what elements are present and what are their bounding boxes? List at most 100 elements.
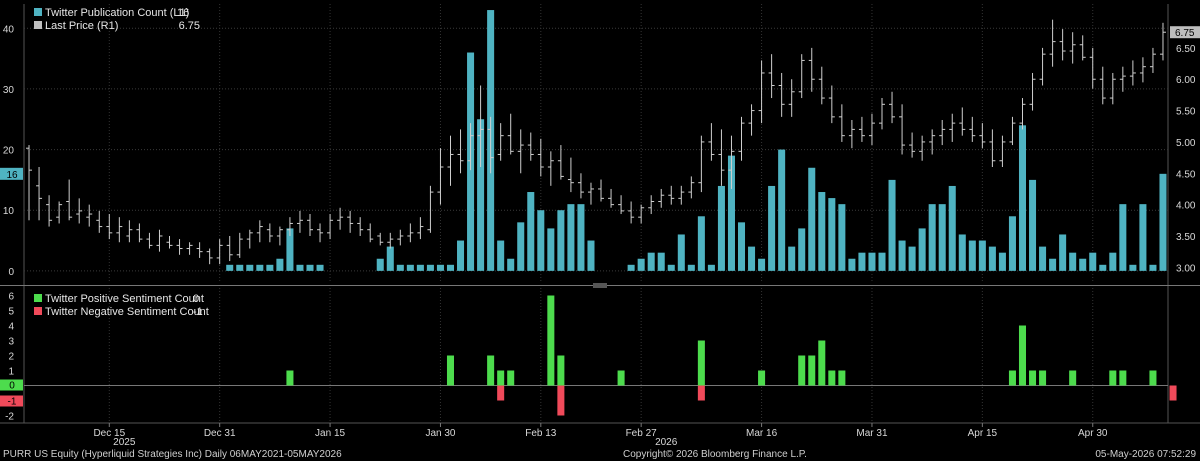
legend-label-price: Last Price (R1) xyxy=(45,20,118,32)
publication-bar xyxy=(457,240,465,271)
footer-copyright: Copyright© 2026 Bloomberg Finance L.P. xyxy=(623,449,807,460)
sentiment-tick-label: 5 xyxy=(8,307,14,318)
positive-sentiment-bar xyxy=(1149,370,1157,386)
right-tick-label: 3.50 xyxy=(1176,232,1196,243)
publication-bar xyxy=(1059,234,1067,271)
positive-sentiment-bar xyxy=(818,340,826,386)
sentiment-tick-label: 1 xyxy=(8,367,14,378)
left-value-tag-text: 16 xyxy=(6,170,18,181)
publication-bar xyxy=(406,264,414,271)
publication-bar xyxy=(687,264,695,271)
publication-bar xyxy=(1129,264,1137,271)
publication-bar xyxy=(567,204,575,271)
publication-bars xyxy=(226,10,1167,271)
publication-bar xyxy=(758,258,766,271)
publication-bar xyxy=(798,228,806,271)
panel-resize-handle xyxy=(593,283,607,288)
left-tick-label: 10 xyxy=(3,206,15,217)
x-year-label: 2026 xyxy=(655,437,678,448)
legend-label-positive: Twitter Positive Sentiment Count xyxy=(45,293,204,305)
publication-bar xyxy=(828,198,836,271)
publication-bar xyxy=(256,264,264,271)
legend-swatch-price xyxy=(34,21,42,29)
legend-item-price[interactable]: Last Price (R1) 6.75 xyxy=(34,20,200,32)
publication-bar xyxy=(1069,252,1077,271)
footer-timestamp: 05-May-2026 07:52:29 xyxy=(1095,449,1196,460)
negative-value-tag xyxy=(0,395,23,407)
x-tick-label: Mar 31 xyxy=(856,428,888,439)
negative-sentiment-bar xyxy=(1169,385,1177,401)
publication-bar xyxy=(426,264,434,271)
positive-sentiment-bar xyxy=(547,295,555,386)
sentiment-tick-label: -2 xyxy=(5,412,14,423)
left-tick-label: 0 xyxy=(8,267,14,278)
left-tick-label: 30 xyxy=(3,85,15,96)
publication-bar xyxy=(667,264,675,271)
legend-item-publication[interactable]: Twitter Publication Count (L1) 16 xyxy=(34,7,189,19)
sentiment-tick-label: 2 xyxy=(8,352,14,363)
positive-sentiment-bar xyxy=(617,370,625,386)
left-tick-label: 20 xyxy=(3,146,15,157)
positive-sentiment-bar xyxy=(497,370,505,386)
bottom-grid xyxy=(24,288,1168,423)
left-tick-label: 40 xyxy=(3,24,15,35)
publication-bar xyxy=(296,264,304,271)
publication-bar xyxy=(1099,264,1107,271)
x-tick-label: Apr 30 xyxy=(1078,428,1108,439)
positive-sentiment-bar xyxy=(1069,370,1077,386)
legend-item-negative[interactable]: Twitter Negative Sentiment Count -1 xyxy=(34,306,209,318)
positive-value-tag-text: 0 xyxy=(9,381,15,392)
publication-bar xyxy=(537,210,545,271)
publication-bar xyxy=(748,246,756,271)
x-tick-label: Dec 15 xyxy=(93,428,125,439)
publication-bar xyxy=(627,264,635,271)
publication-bar xyxy=(446,264,455,271)
publication-bar xyxy=(697,216,705,271)
positive-sentiment-bar xyxy=(1109,370,1117,386)
publication-bar xyxy=(1109,252,1117,271)
x-year-label: 2025 xyxy=(113,437,136,448)
publication-bar xyxy=(1139,204,1147,271)
publication-bar xyxy=(236,264,244,271)
publication-bar xyxy=(998,252,1006,271)
publication-bar xyxy=(386,246,394,271)
x-axis: Dec 15 Dec 31 Jan 15 Jan 30 Feb 13 Feb 27 Mar … xyxy=(93,423,1108,448)
publication-bar xyxy=(436,264,444,271)
top-grid xyxy=(24,4,1168,283)
positive-sentiment-bar xyxy=(1029,370,1037,386)
price-ohlc-bars xyxy=(26,19,1166,265)
legend-label-negative: Twitter Negative Sentiment Count xyxy=(45,306,209,318)
positive-sentiment-bar xyxy=(1018,325,1027,386)
publication-bar xyxy=(778,149,786,271)
x-tick-label: Apr 15 xyxy=(968,428,998,439)
publication-bar xyxy=(477,119,485,271)
negative-sentiment-bar xyxy=(497,385,505,401)
publication-bar xyxy=(928,204,936,271)
positive-sentiment-bar xyxy=(798,355,806,386)
publication-bar xyxy=(848,258,856,271)
publication-bar xyxy=(587,240,595,271)
negative-sentiment-bar xyxy=(697,385,705,401)
publication-bar xyxy=(717,185,725,271)
positive-sentiment-bar xyxy=(286,370,294,386)
right-value-tag xyxy=(1170,26,1200,39)
right-tick-label: 4.50 xyxy=(1176,169,1196,180)
legend-swatch-publication xyxy=(34,8,42,16)
publication-bar xyxy=(948,185,956,271)
publication-bar xyxy=(858,252,866,271)
right-tick-label: 4.00 xyxy=(1176,201,1196,212)
legend-label-publication: Twitter Publication Count (L1) xyxy=(45,7,189,19)
publication-bar xyxy=(958,234,966,271)
right-tick-label: 3.00 xyxy=(1176,263,1196,274)
publication-bar xyxy=(1029,179,1037,271)
legend-bottom: Twitter Positive Sentiment Count 0 Twitt… xyxy=(34,293,209,318)
footer-security: PURR US Equity (Hyperliquid Strategies I… xyxy=(3,449,342,460)
positive-sentiment-bar xyxy=(1119,370,1127,386)
x-tick-label: Jan 15 xyxy=(315,428,345,439)
x-tick-label: Mar 16 xyxy=(746,428,778,439)
positive-sentiment-bar xyxy=(507,370,515,386)
publication-bar xyxy=(306,264,314,271)
legend-swatch-positive xyxy=(34,294,42,302)
left-axis: 0 10 20 30 40 16 xyxy=(0,24,23,278)
legend-item-positive[interactable]: Twitter Positive Sentiment Count 0 xyxy=(34,293,204,305)
